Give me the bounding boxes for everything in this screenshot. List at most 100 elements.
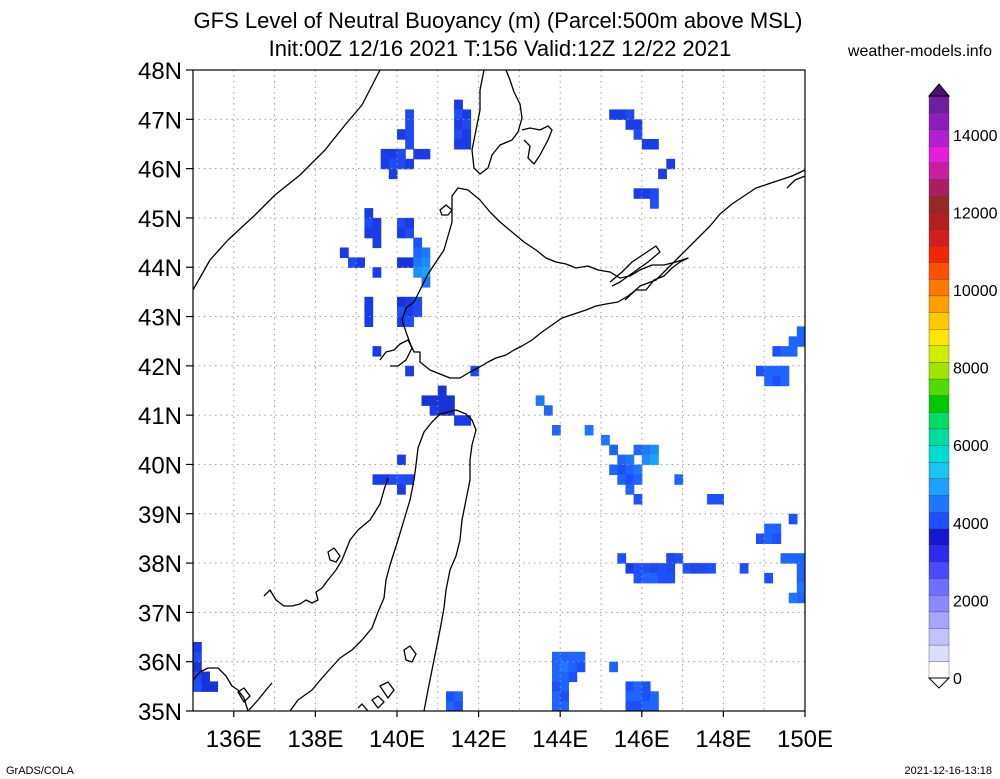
lnb-cell (364, 208, 374, 219)
lnb-cell (405, 316, 414, 327)
colorbar-label: 14000 (953, 128, 998, 145)
lnb-cell (666, 563, 676, 574)
lat-tick-label: 45N (138, 206, 182, 233)
lnb-cell (405, 109, 414, 120)
lnb-cell (625, 454, 635, 466)
lnb-cell (388, 148, 398, 160)
lnb-cell (780, 375, 790, 387)
lnb-cell (364, 306, 374, 318)
colorbar-segment (928, 627, 950, 646)
coastlines (193, 70, 805, 711)
colorbar-segment (928, 312, 950, 330)
lnb-cell (429, 405, 439, 416)
colorbar-segment (928, 228, 950, 247)
lnb-cell (609, 464, 618, 475)
lnb-cell (413, 237, 423, 249)
lnb-cell (650, 572, 659, 584)
footer-grads-label: GrADS/COLA (6, 765, 74, 777)
lnb-cell (462, 109, 472, 120)
lnb-cell (372, 267, 382, 278)
colorbar-segment (928, 145, 950, 164)
lnb-cell (609, 661, 618, 673)
colorbar-segment (928, 661, 950, 679)
lnb-cell (454, 119, 463, 130)
lnb-cell (454, 415, 463, 426)
map-frame (192, 69, 806, 712)
lnb-cell (560, 671, 569, 683)
colorbar-segment (928, 494, 950, 513)
lnb-cell (796, 553, 805, 564)
lat-tick-label: 47N (138, 107, 182, 134)
lnb-cell (543, 405, 553, 416)
colorbar-segment (928, 328, 950, 346)
lnb-cell (568, 661, 578, 673)
colorbar-segment (928, 428, 950, 446)
coastline-sakhalin (471, 70, 553, 175)
lnb-cell (666, 158, 676, 170)
lnb-cell (405, 306, 414, 318)
lat-tick-label: 43N (138, 305, 182, 332)
lnb-cell (413, 257, 423, 268)
lnb-cell (552, 425, 561, 436)
lat-tick-label: 41N (138, 403, 182, 430)
lnb-cell (617, 109, 627, 120)
lnb-cell (641, 563, 651, 574)
longitude-labels: 136E 138E 140E 142E 144E 146E 148E 150E (206, 711, 833, 753)
lnb-cell (364, 227, 374, 239)
lnb-cell (380, 474, 390, 485)
lnb-cell (764, 523, 773, 535)
colorbar-label: 0 (953, 671, 962, 688)
lnb-cell (397, 306, 406, 318)
lnb-cell (625, 681, 635, 692)
lnb-cell (788, 553, 798, 564)
lnb-cell (421, 257, 431, 268)
lnb-cell (421, 247, 431, 258)
lnb-cell (397, 474, 406, 485)
lnb-cell (397, 454, 406, 466)
lnb-cell (666, 572, 676, 584)
lnb-cell (552, 671, 561, 683)
lnb-cell (437, 395, 447, 406)
lnb-cell (454, 701, 463, 711)
lnb-cell (348, 257, 357, 268)
lat-tick-label: 40N (138, 452, 182, 479)
lat-tick-label: 36N (138, 650, 182, 677)
lnb-cell (413, 267, 423, 278)
lnb-cell (397, 158, 406, 170)
lnb-cell (625, 563, 635, 574)
colorbar-label: 12000 (953, 205, 998, 222)
lnb-cell (625, 109, 635, 120)
lnb-cell (552, 681, 561, 692)
lnb-cell (462, 129, 472, 140)
lnb-cell (772, 523, 782, 535)
lnb-cell (437, 405, 447, 416)
lnb-cell (641, 681, 651, 692)
lnb-cell (633, 474, 643, 485)
lnb-cell (454, 99, 463, 111)
lnb-cell (356, 257, 365, 268)
lnb-cell (364, 296, 374, 308)
credit-text: weather-models.info (847, 43, 992, 60)
lnb-cell (633, 188, 643, 199)
lon-tick-label: 146E (614, 726, 670, 753)
colorbar-label: 8000 (953, 361, 989, 378)
lnb-cell (633, 563, 643, 574)
lnb-cell (641, 444, 651, 456)
lon-tick-label: 150E (777, 726, 833, 753)
lon-tick-label: 144E (532, 726, 588, 753)
lnb-cell (372, 217, 382, 229)
lnb-cell (454, 109, 463, 120)
cells-layer (193, 99, 805, 711)
lnb-cell (397, 257, 406, 268)
colorbar-segment (928, 511, 950, 529)
colorbar-segment (928, 395, 950, 413)
lnb-cell (568, 651, 578, 663)
lnb-cell (397, 484, 406, 495)
colorbar-segment (928, 295, 950, 313)
lnb-cell (397, 296, 406, 308)
lnb-cell (470, 365, 480, 377)
lnb-cell (405, 158, 414, 170)
colorbar-segment (928, 445, 950, 463)
lnb-cell (633, 701, 643, 711)
